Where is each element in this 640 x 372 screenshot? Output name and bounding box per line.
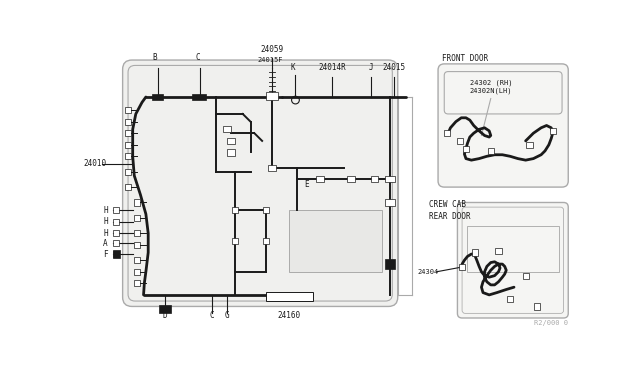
Bar — [113, 230, 119, 236]
Bar — [263, 207, 269, 213]
Bar — [125, 169, 131, 175]
Text: CREW CAB
REAR DOOR: CREW CAB REAR DOOR — [429, 200, 470, 221]
Bar — [495, 248, 502, 254]
Text: H: H — [103, 206, 108, 215]
Bar — [232, 207, 238, 213]
Bar — [113, 207, 119, 213]
Bar — [125, 107, 131, 113]
Bar — [134, 242, 140, 248]
Bar — [113, 240, 119, 246]
Bar — [134, 199, 140, 206]
Text: 24010: 24010 — [84, 160, 107, 169]
Text: G: G — [225, 311, 230, 320]
Bar — [113, 251, 119, 257]
Bar — [385, 260, 396, 269]
Bar — [472, 250, 478, 256]
Text: 24302 (RH)
24302N(LH): 24302 (RH) 24302N(LH) — [470, 80, 512, 94]
Bar — [467, 225, 559, 272]
Bar — [134, 215, 140, 221]
Text: 24015F: 24015F — [257, 57, 283, 62]
Text: F: F — [103, 250, 108, 259]
Bar — [385, 199, 396, 206]
Bar — [125, 153, 131, 159]
Bar — [463, 145, 469, 152]
Text: B: B — [153, 53, 157, 62]
Bar — [550, 128, 556, 134]
Bar — [316, 176, 324, 183]
Bar — [444, 130, 451, 136]
Bar — [263, 238, 269, 244]
Bar — [507, 296, 513, 302]
Bar — [125, 130, 131, 136]
Bar — [134, 257, 140, 263]
Bar — [459, 264, 465, 270]
Text: C: C — [209, 311, 214, 320]
Bar — [134, 269, 140, 275]
Text: 24014R: 24014R — [318, 63, 346, 72]
Bar — [266, 292, 312, 301]
Text: 24015: 24015 — [382, 63, 405, 72]
Bar — [534, 303, 540, 310]
Bar — [371, 176, 378, 183]
Text: E: E — [304, 180, 308, 189]
Text: A: A — [103, 239, 108, 248]
Bar — [113, 219, 119, 225]
FancyBboxPatch shape — [123, 60, 397, 307]
Text: 24304: 24304 — [417, 269, 438, 275]
Text: K: K — [291, 63, 296, 72]
Bar — [134, 280, 140, 286]
Bar — [385, 176, 396, 183]
Bar — [227, 150, 235, 155]
Bar — [159, 305, 172, 312]
Text: 24059: 24059 — [260, 45, 284, 54]
Text: J: J — [368, 63, 373, 72]
Bar — [266, 92, 278, 100]
Text: R2/000 0: R2/000 0 — [534, 320, 568, 326]
Bar — [152, 94, 163, 100]
Bar — [113, 250, 120, 258]
Text: 24160: 24160 — [278, 311, 301, 320]
FancyBboxPatch shape — [458, 202, 568, 318]
Text: H: H — [103, 229, 108, 238]
FancyBboxPatch shape — [438, 64, 568, 187]
Text: H: H — [103, 217, 108, 226]
Bar — [527, 142, 532, 148]
Bar — [125, 142, 131, 148]
Text: D: D — [163, 311, 168, 320]
Bar — [348, 176, 355, 183]
Bar — [268, 165, 276, 171]
Bar — [488, 148, 494, 154]
Bar — [193, 94, 206, 100]
Bar — [227, 138, 235, 144]
Bar — [134, 230, 140, 236]
Bar — [223, 126, 231, 132]
Bar — [125, 119, 131, 125]
Bar — [457, 138, 463, 144]
Bar — [289, 210, 382, 272]
Bar — [232, 238, 238, 244]
Text: C: C — [195, 53, 200, 62]
Bar — [522, 273, 529, 279]
Bar — [125, 184, 131, 190]
Text: FRONT DOOR: FRONT DOOR — [442, 54, 488, 63]
